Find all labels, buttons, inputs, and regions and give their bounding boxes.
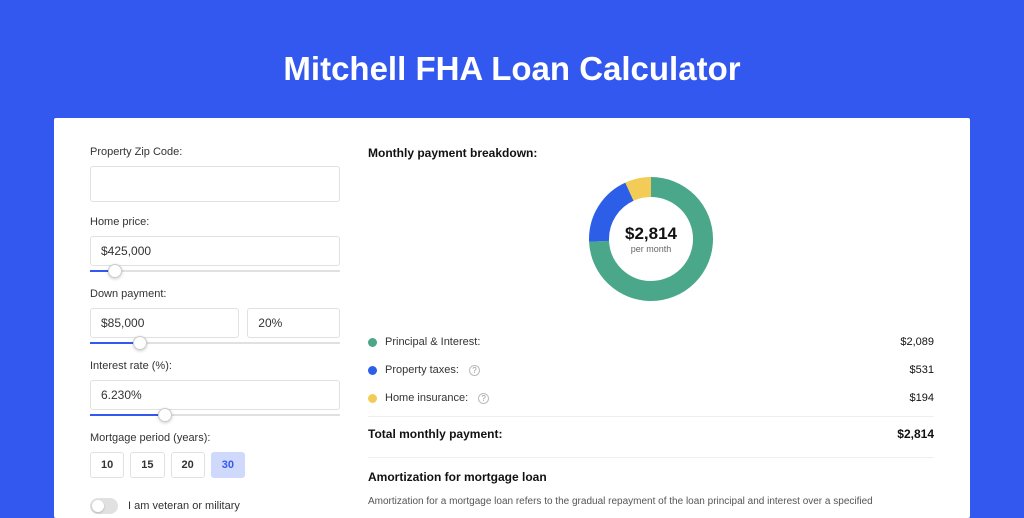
legend-label: Home insurance: (385, 392, 468, 404)
legend-row: Property taxes:? $531 (368, 356, 934, 384)
amortization-text: Amortization for a mortgage loan refers … (368, 494, 934, 509)
home-price-slider[interactable] (90, 270, 340, 272)
legend-dot (368, 394, 377, 403)
payment-donut-chart: $2,814 per month (586, 174, 716, 304)
form-panel: Property Zip Code: Home price: Down paym… (90, 146, 340, 498)
home-price-label: Home price: (90, 216, 340, 228)
help-icon[interactable]: ? (469, 365, 480, 376)
toggle-knob (92, 500, 104, 512)
down-payment-amount-input[interactable] (90, 308, 239, 338)
interest-rate-input[interactable] (90, 380, 340, 410)
period-button-20[interactable]: 20 (171, 452, 205, 478)
calculator-card: Property Zip Code: Home price: Down paym… (54, 118, 970, 518)
zip-label: Property Zip Code: (90, 146, 340, 158)
page-title: Mitchell FHA Loan Calculator (54, 50, 970, 88)
legend-value: $2,089 (900, 336, 934, 348)
total-label: Total monthly payment: (368, 427, 502, 441)
breakdown-panel: Monthly payment breakdown: $2,814 per mo… (368, 146, 934, 498)
zip-input[interactable] (90, 166, 340, 202)
divider (368, 457, 934, 458)
slider-thumb[interactable] (108, 264, 122, 278)
down-payment-label: Down payment: (90, 288, 340, 300)
total-value: $2,814 (897, 427, 934, 441)
legend-value: $194 (910, 392, 934, 404)
total-row: Total monthly payment: $2,814 (368, 416, 934, 457)
period-button-30[interactable]: 30 (211, 452, 245, 478)
period-button-15[interactable]: 15 (130, 452, 164, 478)
slider-thumb[interactable] (158, 408, 172, 422)
donut-sub: per month (625, 244, 677, 254)
slider-thumb[interactable] (133, 336, 147, 350)
down-payment-percent-input[interactable] (247, 308, 340, 338)
legend-label: Property taxes: (385, 364, 459, 376)
legend-row: Principal & Interest: $2,089 (368, 328, 934, 356)
legend-label: Principal & Interest: (385, 336, 480, 348)
legend-dot (368, 338, 377, 347)
veteran-label: I am veteran or military (128, 500, 240, 512)
breakdown-title: Monthly payment breakdown: (368, 146, 934, 160)
down-payment-slider[interactable] (90, 342, 340, 344)
interest-rate-label: Interest rate (%): (90, 360, 340, 372)
help-icon[interactable]: ? (478, 393, 489, 404)
mortgage-period-label: Mortgage period (years): (90, 432, 340, 444)
donut-amount: $2,814 (625, 224, 677, 244)
interest-rate-slider[interactable] (90, 414, 340, 416)
legend-value: $531 (910, 364, 934, 376)
mortgage-period-group: 1015 2030 (90, 452, 340, 478)
legend-row: Home insurance:? $194 (368, 384, 934, 412)
home-price-input[interactable] (90, 236, 340, 266)
amortization-title: Amortization for mortgage loan (368, 470, 934, 484)
period-button-10[interactable]: 10 (90, 452, 124, 478)
legend-dot (368, 366, 377, 375)
